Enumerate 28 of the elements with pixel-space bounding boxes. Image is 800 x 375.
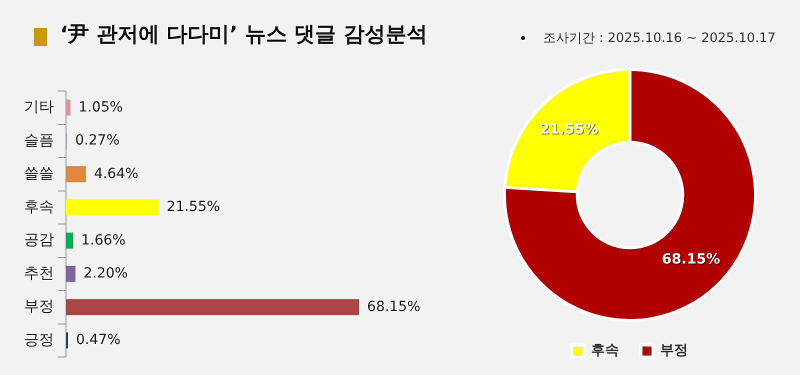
data-label: 68.15%: [367, 298, 420, 315]
y-tick-label: 공감: [24, 230, 54, 249]
bar: [66, 266, 76, 282]
y-tick-label: 후속: [24, 197, 54, 216]
y-tick-label: 추천: [24, 264, 54, 282]
y-tick-label: 슬픔: [24, 130, 54, 149]
y-tick-label: 부정: [24, 297, 54, 316]
data-label: 0.47%: [76, 332, 121, 348]
data-label: 1.66%: [81, 232, 126, 248]
chart-title: ‘尹 관저에 다다미’ 뉴스 댓글 감성분석: [60, 21, 428, 48]
data-label: 2.20%: [83, 266, 128, 282]
y-tick-label: 긍정: [24, 330, 54, 348]
data-label: 0.27%: [75, 132, 120, 149]
bar: [66, 199, 159, 216]
y-tick-label: 기타: [24, 98, 54, 116]
legend-label: 후속: [591, 342, 619, 359]
data-label: 4.64%: [94, 166, 138, 182]
bar: [66, 100, 71, 116]
text: 조사기간 : 2025.10.16 ~ 2025.10.17: [543, 30, 776, 47]
data-label: 21.55%: [166, 199, 220, 216]
bar: [66, 232, 74, 249]
bar: [66, 166, 86, 182]
data-label: 1.05%: [78, 99, 123, 116]
data-label: 68.15%: [662, 252, 722, 269]
bar: [66, 299, 360, 316]
data-label: 21.55%: [540, 122, 600, 139]
legend-label: 부정: [660, 342, 688, 359]
y-tick-label: 쓸쓸: [24, 164, 54, 182]
